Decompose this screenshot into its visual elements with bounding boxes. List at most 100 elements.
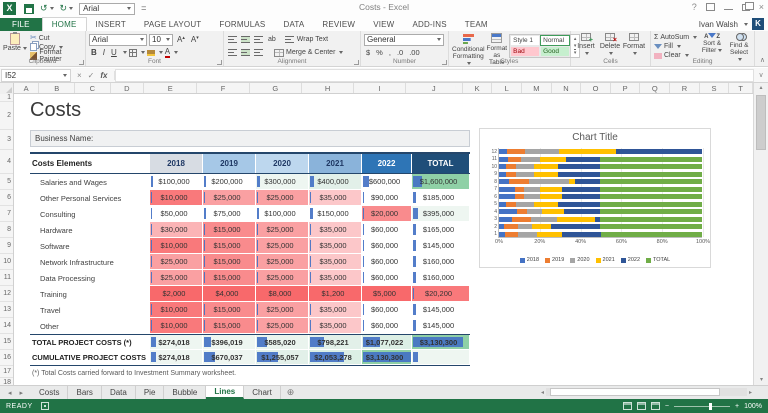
scroll-left-icon[interactable]: ◂ <box>541 389 545 396</box>
row-header-7[interactable]: 7 <box>0 206 13 222</box>
ribbon-tab-home[interactable]: HOME <box>41 17 87 31</box>
column-header-O[interactable]: O <box>581 83 611 93</box>
column-header-D[interactable]: D <box>111 83 145 93</box>
table-cell[interactable]: $50,000 <box>150 206 203 222</box>
table-cell[interactable]: $35,000 <box>309 238 362 254</box>
autosum-button[interactable]: Σ AutoSum <box>654 34 698 41</box>
table-cell[interactable]: $25,000 <box>150 254 203 270</box>
table-cell[interactable]: $1,200 <box>309 286 362 302</box>
minimize-icon[interactable] <box>723 9 733 10</box>
table-cell[interactable]: $400,000 <box>309 174 362 190</box>
table-cell[interactable]: $160,000 <box>412 270 470 286</box>
table-cell[interactable]: $35,000 <box>309 270 362 286</box>
scroll-down-icon[interactable]: ▾ <box>759 377 763 383</box>
row-header-1[interactable]: 1 <box>0 94 13 102</box>
column-header-S[interactable]: S <box>700 83 730 93</box>
scroll-right-icon[interactable]: ▸ <box>748 389 752 396</box>
table-cell[interactable]: $15,000 <box>203 270 256 286</box>
table-cell[interactable]: $200,000 <box>203 174 256 190</box>
table-cell[interactable]: $1,077,022 <box>362 335 412 350</box>
copy-button[interactable]: Copy <box>30 43 82 51</box>
table-cell[interactable]: $25,000 <box>256 190 309 206</box>
wrap-text-button[interactable]: Wrap Text <box>284 36 328 44</box>
row-header-13[interactable]: 13 <box>0 302 13 318</box>
table-cell[interactable]: $25,000 <box>256 238 309 254</box>
find-select-button[interactable]: Find & Select <box>727 33 751 61</box>
table-cell[interactable]: $585,020 <box>256 335 309 350</box>
column-header-E[interactable]: E <box>144 83 198 93</box>
format-as-table-button[interactable]: Format as Table <box>487 33 507 71</box>
table-cell[interactable]: $100,000 <box>150 174 203 190</box>
row-header-11[interactable]: 11 <box>0 270 13 286</box>
normal-view-icon[interactable] <box>622 402 632 410</box>
clear-button[interactable]: Clear <box>654 52 697 59</box>
gallery-more-icon[interactable]: ▾ <box>573 49 577 56</box>
italic-button[interactable]: I <box>102 48 106 57</box>
table-cell[interactable]: $160,000 <box>412 254 470 270</box>
underline-button[interactable]: U <box>111 48 117 57</box>
row-header-2[interactable]: 2 <box>0 102 13 130</box>
ribbon-tab-formulas[interactable]: FORMULAS <box>219 20 266 29</box>
paste-button[interactable]: Paste <box>3 32 27 57</box>
help-icon[interactable]: ? <box>691 2 697 12</box>
table-cell[interactable]: $10,000 <box>150 302 203 318</box>
row-header-16[interactable]: 16 <box>0 350 13 366</box>
zoom-out-icon[interactable]: − <box>664 402 669 410</box>
column-header-H[interactable]: H <box>302 83 355 93</box>
table-cell[interactable]: $25,000 <box>256 222 309 238</box>
table-cell[interactable]: $25,000 <box>256 302 309 318</box>
horizontal-scrollbar[interactable]: ◂ ▸ <box>539 387 754 397</box>
column-header-T[interactable]: T <box>729 83 753 93</box>
sheet-nav-left-icon[interactable]: ◂ <box>8 389 12 397</box>
table-cell[interactable]: $15,000 <box>203 254 256 270</box>
row-header-10[interactable]: 10 <box>0 254 13 270</box>
table-cell[interactable]: $10,000 <box>150 238 203 254</box>
sheet-tab-bubble[interactable]: Bubble <box>164 386 207 399</box>
style-item-bad[interactable]: Bad <box>510 46 541 57</box>
align-center-icon[interactable] <box>241 49 250 56</box>
save-icon[interactable] <box>24 3 34 14</box>
table-cell[interactable]: $15,000 <box>203 302 256 318</box>
insert-cells-button[interactable]: + Insert <box>574 33 598 57</box>
page-break-view-icon[interactable] <box>650 402 660 410</box>
table-cell[interactable]: $15,000 <box>203 222 256 238</box>
table-cell[interactable]: $20,200 <box>412 286 470 302</box>
bold-button[interactable]: B <box>91 48 97 57</box>
merge-center-button[interactable]: Merge & Center <box>274 48 344 57</box>
table-cell[interactable]: $150,000 <box>309 206 362 222</box>
select-all-corner[interactable] <box>0 83 14 94</box>
sheet-tab-lines[interactable]: Lines <box>206 386 245 399</box>
font-color-icon[interactable]: A <box>164 46 171 58</box>
column-header-J[interactable]: J <box>406 83 463 93</box>
table-cell[interactable]: $1,600,000 <box>412 174 470 190</box>
qat-font-box[interactable]: Arial <box>79 2 136 15</box>
table-cell[interactable]: $60,000 <box>362 254 412 270</box>
column-header-G[interactable]: G <box>250 83 302 93</box>
ribbon-tab-file[interactable]: FILE <box>0 18 42 31</box>
row-header-14[interactable]: 14 <box>0 318 13 334</box>
align-right-icon[interactable] <box>254 49 263 56</box>
table-cell[interactable]: $35,000 <box>309 302 362 318</box>
table-cell[interactable]: $300,000 <box>256 174 309 190</box>
gallery-up-icon[interactable]: ▴ <box>573 36 577 42</box>
comma-format-icon[interactable]: , <box>388 48 391 57</box>
table-cell[interactable]: $10,000 <box>150 318 203 334</box>
table-cell[interactable]: $75,000 <box>203 206 256 222</box>
table-cell[interactable]: $20,000 <box>362 206 412 222</box>
format-cells-button[interactable]: Format <box>622 33 646 57</box>
align-top-icon[interactable] <box>228 36 237 43</box>
row-header-17[interactable]: 17 <box>0 366 13 378</box>
dialog-launcher-icon[interactable] <box>354 60 359 65</box>
sheet-nav-right-icon[interactable]: ▸ <box>19 389 24 397</box>
ribbon-tab-page-layout[interactable]: PAGE LAYOUT <box>143 20 202 29</box>
table-cell[interactable]: $25,000 <box>256 318 309 334</box>
table-cell[interactable]: $165,000 <box>412 222 470 238</box>
fill-color-icon[interactable] <box>146 49 155 56</box>
table-cell[interactable]: $100,000 <box>256 206 309 222</box>
shrink-font-button[interactable]: A▾ <box>190 35 199 44</box>
table-cell[interactable]: $274,018 <box>150 350 203 365</box>
ribbon-tab-view[interactable]: VIEW <box>373 20 395 29</box>
table-cell[interactable]: $5,000 <box>362 286 412 302</box>
chart[interactable]: Chart Title 0% 20% 40% 60% 80% 100% 12 11 10 9 8 7 6… <box>479 128 711 268</box>
ribbon-tab-team[interactable]: TEAM <box>464 20 488 29</box>
